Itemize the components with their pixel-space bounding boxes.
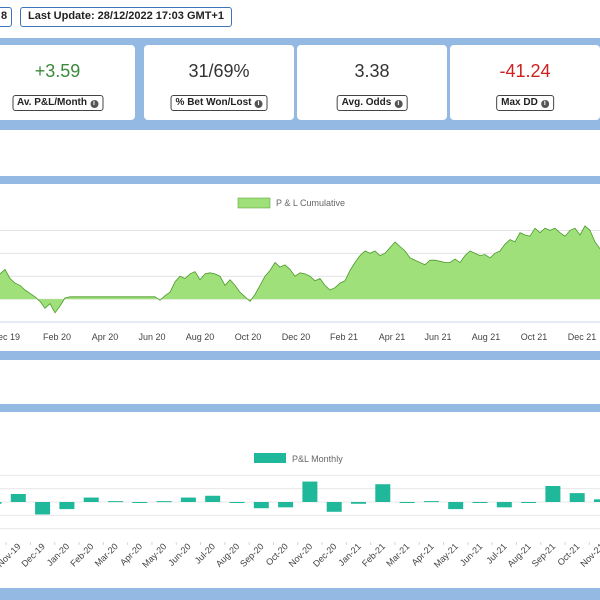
info-circle-icon[interactable]: i xyxy=(394,100,403,108)
monthly-bar xyxy=(59,502,75,510)
cumulative-chart: P & L Cumulative ec 19 Feb 20 Apr 20 Jun 20 A… xyxy=(0,197,600,342)
legend-swatch xyxy=(237,197,271,209)
x-tick-label: Feb-20 xyxy=(68,541,95,568)
x-tick-label: May-20 xyxy=(140,541,168,569)
x-tick-label: Oct 20 xyxy=(235,332,262,342)
monthly-bar xyxy=(472,502,488,503)
stat-value: +3.59 xyxy=(34,61,81,81)
x-tick-label: Feb 20 xyxy=(43,332,71,342)
x-tick-label: Sep-21 xyxy=(530,541,558,569)
last-update-chip: Last Update: 28/12/2022 17:03 GMT+1 xyxy=(20,7,232,27)
x-tick-label: Apr 21 xyxy=(379,332,406,342)
x-tick-label: Jun 21 xyxy=(424,332,451,342)
monthly-bar xyxy=(569,493,585,502)
x-tick-label: Oct-21 xyxy=(555,541,581,567)
monthly-bar xyxy=(521,502,537,503)
x-tick-label: Oct 21 xyxy=(521,332,548,342)
monthly-bar xyxy=(205,495,221,502)
x-tick-label: Dec-20 xyxy=(311,541,339,569)
cumulative-panel: P & L Cumulative ec 19 Feb 20 Apr 20 Jun 20 A… xyxy=(0,184,600,351)
legend-label: P & L Cumulative xyxy=(276,198,345,208)
monthly-bar xyxy=(229,502,245,503)
x-tick-label: Feb 21 xyxy=(330,332,358,342)
partial-chip: 8 xyxy=(0,7,12,27)
x-tick-label: Jan-21 xyxy=(336,541,363,568)
stat-value: -41.24 xyxy=(499,61,551,81)
monthly-bar xyxy=(253,502,269,509)
info-circle-icon[interactable]: i xyxy=(254,100,263,108)
x-tick-label: Mar-20 xyxy=(93,541,120,568)
cumulative-area xyxy=(0,225,600,313)
x-tick-label: Feb-21 xyxy=(360,541,387,568)
info-circle-icon[interactable]: i xyxy=(540,100,549,108)
stat-label-text: Av. P&L/Month xyxy=(17,97,87,108)
monthly-bar xyxy=(156,501,172,503)
x-tick-label: Aug-20 xyxy=(214,541,242,569)
x-tick-label: Jun-20 xyxy=(166,541,193,568)
stat-card-bet-won-lost: 31/69% % Bet Won/Lost i xyxy=(144,45,294,120)
stat-label-text: % Bet Won/Lost xyxy=(175,97,252,108)
monthly-bar xyxy=(302,481,318,502)
cumulative-line xyxy=(0,225,600,314)
monthly-bar xyxy=(0,502,2,504)
stat-card-av-pl-month: +3.59 Av. P&L/Month i xyxy=(0,45,135,120)
monthly-bar xyxy=(496,502,512,508)
x-tick-label: Aug 20 xyxy=(186,332,215,342)
monthly-bar xyxy=(594,499,600,502)
x-tick-label: Dec 20 xyxy=(282,332,311,342)
legend-label: P&L Monthly xyxy=(292,454,343,464)
monthly-bar xyxy=(35,502,51,515)
monthly-bar xyxy=(399,502,415,503)
monthly-bar xyxy=(108,501,123,503)
x-tick-label: Aug 21 xyxy=(472,332,501,342)
x-tick-label: Nov-19 xyxy=(0,541,23,569)
monthly-chart: P&L MonthlyNov-19Dec-19Jan-20Feb-20Mar-2… xyxy=(0,453,600,570)
monthly-bar xyxy=(351,502,366,504)
stat-card-avg-odds: 3.38 Avg. Odds i xyxy=(297,45,447,120)
monthly-bar xyxy=(423,501,439,503)
monthly-bar xyxy=(375,484,391,502)
monthly-bar xyxy=(448,502,464,510)
x-tick-label: Aug-21 xyxy=(505,541,533,569)
x-tick-label: May-21 xyxy=(432,541,460,569)
stat-card-max-dd: -41.24 Max DD i xyxy=(450,45,600,120)
stat-label-max-dd[interactable]: Max DD i xyxy=(496,95,554,111)
x-tick-label: Mar-21 xyxy=(384,541,411,568)
monthly-bar xyxy=(132,502,148,503)
stat-label-avg-odds[interactable]: Avg. Odds i xyxy=(336,95,408,111)
stat-value: 3.38 xyxy=(354,61,390,81)
monthly-bar xyxy=(180,497,196,502)
stat-label-text: Max DD xyxy=(501,97,538,108)
monthly-panel: P&L Monthly Nov-19 Dec-19 Jan-20 Feb-20 Mar-2… xyxy=(0,412,600,588)
x-tick-label: Jun 20 xyxy=(138,332,165,342)
x-tick-label: Nov-20 xyxy=(287,541,315,569)
x-tick-label: Apr 20 xyxy=(92,332,119,342)
monthly-bar xyxy=(83,497,99,502)
stat-label-text: Avg. Odds xyxy=(341,97,392,108)
x-tick-label: Nov-21 xyxy=(578,541,600,569)
x-tick-label: ec 19 xyxy=(0,332,20,342)
x-tick-label: Sep-20 xyxy=(238,541,266,569)
monthly-bar xyxy=(278,502,294,508)
x-tick-label: Oct-20 xyxy=(264,541,290,567)
monthly-bar xyxy=(326,502,342,512)
x-tick-label: Jun-21 xyxy=(458,541,485,568)
legend-swatch xyxy=(254,453,286,463)
monthly-bar xyxy=(10,494,26,502)
monthly-bar xyxy=(545,486,561,502)
x-tick-label: Dec 21 xyxy=(568,332,597,342)
x-tick-label: Jan-20 xyxy=(45,541,72,568)
stat-label-bet-won-lost[interactable]: % Bet Won/Lost i xyxy=(170,95,268,111)
stat-value: 31/69% xyxy=(188,61,250,81)
x-tick-label: Dec-19 xyxy=(19,541,47,569)
info-circle-icon[interactable]: i xyxy=(90,100,98,108)
stat-label-av-pl-month[interactable]: Av. P&L/Month i xyxy=(12,95,103,111)
